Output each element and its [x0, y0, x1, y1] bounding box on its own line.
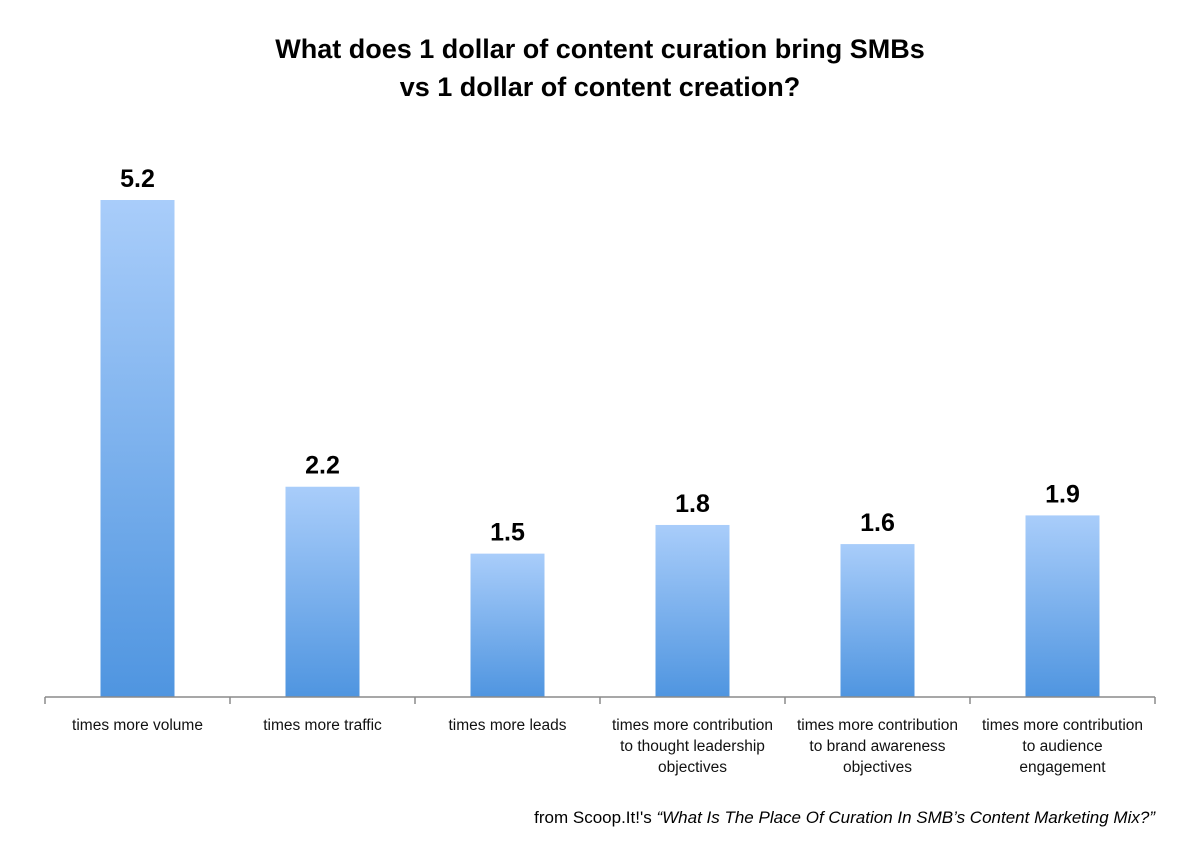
bar-value-label: 1.9: [1045, 480, 1080, 508]
bar: [840, 544, 915, 697]
bar: [655, 524, 730, 697]
category-label: times more contribution: [797, 717, 958, 734]
bars-group: [100, 200, 1100, 697]
source-title: “What Is The Place Of Curation In SMB’s …: [656, 808, 1155, 827]
bar: [100, 200, 175, 697]
bar: [470, 553, 545, 697]
chart-title-line-1: What does 1 dollar of content curation b…: [275, 34, 925, 64]
category-label: engagement: [1019, 759, 1106, 776]
category-label: objectives: [658, 759, 727, 776]
category-label: to audience: [1022, 738, 1102, 755]
category-label: times more contribution: [612, 717, 773, 734]
labels-group: 5.2 times more volume 2.2 times more traffi…: [72, 165, 1143, 776]
category-label: to brand awareness: [809, 738, 945, 755]
category-label: objectives: [843, 759, 912, 776]
bar-value-label: 1.6: [860, 509, 895, 537]
bar-value-label: 1.5: [490, 519, 525, 547]
category-label: times more contribution: [982, 717, 1143, 734]
category-label: to thought leadership: [620, 738, 765, 755]
chart-title: What does 1 dollar of content curation b…: [0, 30, 1200, 106]
chart-title-line-2: vs 1 dollar of content creation?: [399, 72, 801, 102]
bar-value-label: 2.2: [305, 452, 340, 480]
category-label: times more volume: [72, 717, 203, 734]
category-label: times more leads: [448, 717, 566, 734]
bar: [285, 486, 360, 697]
source-prefix: from Scoop.It!'s: [534, 808, 657, 827]
category-label: times more traffic: [263, 717, 382, 734]
source-caption: from Scoop.It!'s “What Is The Place Of C…: [534, 808, 1155, 828]
x-axis: [44, 696, 1156, 704]
bar-value-label: 5.2: [120, 165, 155, 193]
bar-value-label: 1.8: [675, 490, 710, 518]
bar: [1025, 515, 1100, 697]
